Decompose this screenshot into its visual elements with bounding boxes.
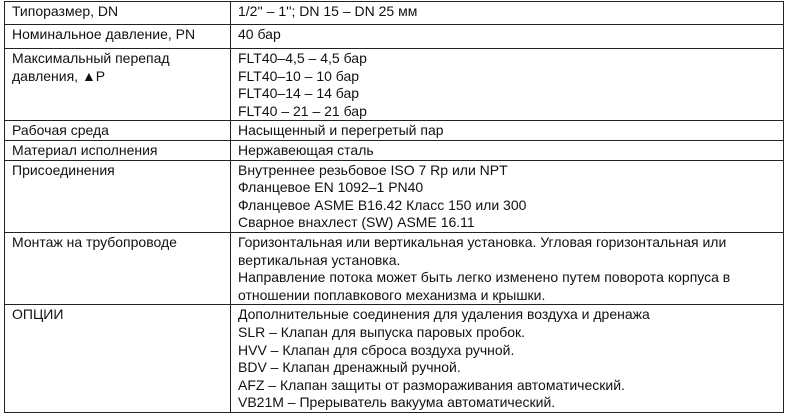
value-line: 1/2'' – 1''; DN 15 – DN 25 мм xyxy=(238,3,418,19)
row-value: Горизонтальная или вертикальная установк… xyxy=(230,231,784,306)
row-label: Материал исполнения xyxy=(4,139,231,161)
value-line: Дополнительные соединения для удаления в… xyxy=(238,306,650,323)
row-value: 40 бар xyxy=(230,24,784,49)
row-label: Номинальное давление, PN xyxy=(4,24,231,49)
value-line: HVV – Клапан для сброса воздуха ручной. xyxy=(238,341,515,358)
row-value: Нержавеющая сталь xyxy=(230,139,784,161)
table-row: Монтаж на трубопроводе Горизонтальная или… xyxy=(4,231,784,306)
table-row: Материал исполнения Нержавеющая сталь xyxy=(4,139,784,161)
row-value: 1/2'' – 1''; DN 15 – DN 25 мм xyxy=(230,1,784,25)
value-line: Внутреннее резьбовое ISO 7 Rp или NPT xyxy=(238,161,508,178)
value-line: Фланцевое EN 1092–1 PN40 xyxy=(238,179,424,196)
specifications-table: Типоразмер, DN 1/2'' – 1''; DN 15 – DN 25… xyxy=(4,1,784,413)
value-line: 40 бар xyxy=(238,26,281,42)
value-line: Фланцевое ASME B16.42 Класс 150 или 300 xyxy=(238,196,527,213)
table-row: Рабочая среда Насыщенный и перегретый пар xyxy=(4,120,784,141)
table-row: Номинальное давление, PN 40 бар xyxy=(4,24,784,49)
row-value: Внутреннее резьбовое ISO 7 Rp или NPT Фла… xyxy=(230,159,784,233)
value-line: FLT40 – 21 – 21 бар xyxy=(238,102,367,119)
row-label: Максимальный перепад давления, ▲P xyxy=(4,47,231,122)
row-value: Насыщенный и перегретый пар xyxy=(230,120,784,141)
value-line: FLT40–10 – 10 бар xyxy=(238,67,360,84)
row-label: Рабочая среда xyxy=(4,120,231,141)
row-label: ОПЦИИ xyxy=(4,304,231,413)
value-line: VB21M – Прерыватель вакуума автоматическ… xyxy=(238,394,556,411)
table-row: ОПЦИИ Дополнительные соединения для удале… xyxy=(4,304,784,413)
value-line: Насыщенный и перегретый пар xyxy=(238,122,444,139)
row-value: Дополнительные соединения для удаления в… xyxy=(230,304,784,413)
value-line: BDV – Клапан дренажный ручной. xyxy=(238,359,461,376)
row-label: Типоразмер, DN xyxy=(4,1,231,25)
value-line: FLT40–4,5 – 4,5 бар xyxy=(238,50,367,66)
table-row: Типоразмер, DN 1/2'' – 1''; DN 15 – DN 25… xyxy=(4,1,784,25)
value-line: Сварное внахлест (SW) ASME 16.11 xyxy=(238,214,475,231)
value-line: Нержавеющая сталь xyxy=(238,141,374,158)
table-row: Максимальный перепад давления, ▲P FLT40–4… xyxy=(4,47,784,122)
value-line: AFZ – Клапан защиты от размораживания ав… xyxy=(238,376,625,393)
value-line: Направление потока может быть легко изме… xyxy=(238,269,731,303)
row-value: FLT40–4,5 – 4,5 бар FLT40–10 – 10 бар FLT4… xyxy=(230,47,784,122)
table-row: Присоединения Внутреннее резьбовое ISO 7 … xyxy=(4,159,784,233)
value-line: Горизонтальная или вертикальная установк… xyxy=(238,233,727,268)
value-line: FLT40–14 – 14 бар xyxy=(238,85,360,102)
value-line: SLR – Клапан для выпуска паровых пробок. xyxy=(238,323,526,340)
row-label: Присоединения xyxy=(4,159,231,233)
row-label: Монтаж на трубопроводе xyxy=(4,231,231,306)
